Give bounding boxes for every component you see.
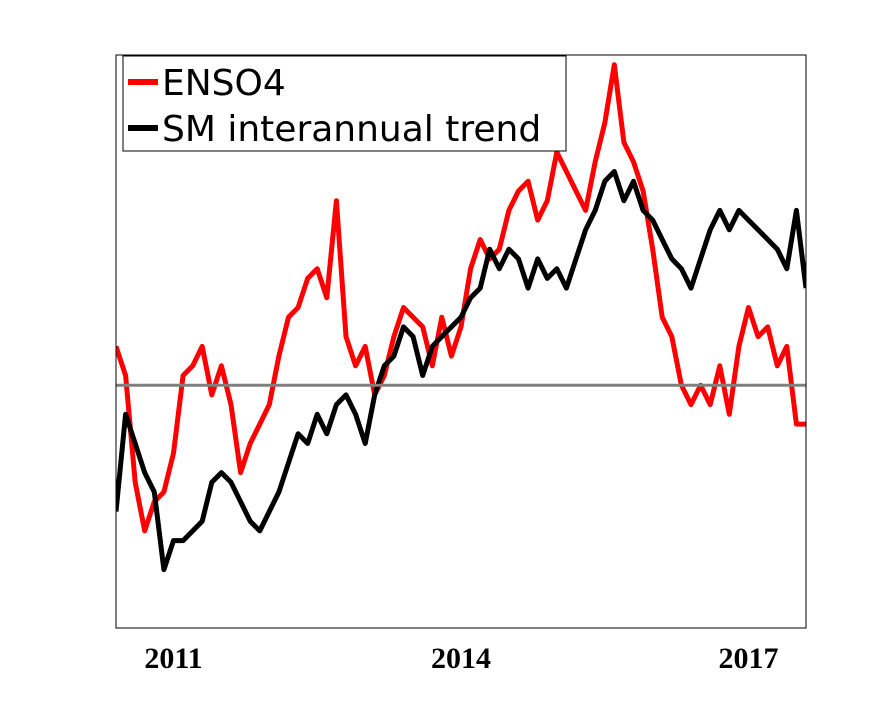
x-tick-label: 2011 xyxy=(144,642,202,675)
x-tick-label: 2017 xyxy=(719,642,779,675)
x-axis-tick-labels: 2011 2014 2017 xyxy=(144,642,778,675)
legend-label: SM interannual trend xyxy=(162,109,541,150)
legend: ENSO4 SM interannual trend xyxy=(122,55,567,152)
legend-box xyxy=(122,55,567,152)
plot-frame xyxy=(115,54,807,629)
plot-area xyxy=(116,62,806,573)
series-line-enso4 xyxy=(116,62,806,534)
series-line-sm-interannual-trend xyxy=(116,169,806,573)
legend-label: ENSO4 xyxy=(162,63,286,104)
x-tick-label: 2014 xyxy=(431,642,491,675)
